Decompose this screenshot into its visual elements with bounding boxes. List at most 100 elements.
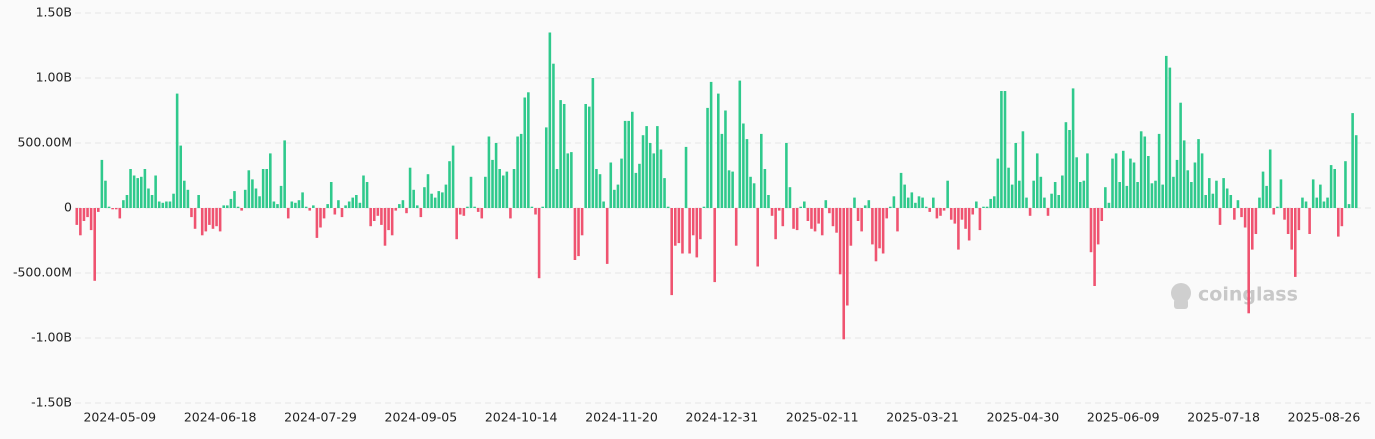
bar [1218, 208, 1222, 225]
bar [544, 127, 548, 208]
bar [656, 126, 659, 208]
x-tick-label: 2024-11-20 [585, 410, 658, 425]
bar [261, 169, 265, 208]
bar [846, 208, 849, 306]
bar [548, 32, 552, 208]
bar [1340, 208, 1344, 227]
bar [767, 195, 770, 208]
bar [1172, 176, 1175, 208]
bar [881, 208, 885, 254]
x-tick-label: 2025-08-26 [1288, 410, 1361, 425]
bar [193, 208, 197, 229]
bar [946, 180, 949, 208]
bar [315, 208, 319, 238]
bar [910, 192, 914, 208]
bar [512, 169, 516, 208]
bar [648, 143, 652, 208]
bar [351, 197, 355, 208]
bar [731, 171, 734, 208]
bar [501, 175, 505, 208]
bar [1025, 197, 1028, 208]
bar [451, 145, 455, 208]
bar [1064, 122, 1068, 208]
bar [975, 201, 978, 208]
bar [695, 208, 699, 258]
bar [1250, 208, 1254, 250]
bar [1032, 180, 1035, 208]
bar [390, 208, 394, 236]
bar [964, 208, 967, 229]
bar [799, 206, 803, 208]
bar [602, 201, 605, 208]
bar [340, 208, 344, 218]
y-tick-label: -1.50B [31, 395, 72, 410]
bar [1143, 136, 1147, 208]
bar [1164, 55, 1168, 209]
bar [136, 178, 140, 208]
bar [992, 196, 996, 208]
bar [1240, 208, 1243, 218]
bar [935, 208, 939, 219]
bar [817, 208, 820, 224]
bar [462, 208, 466, 216]
bar [785, 143, 788, 208]
bar [333, 208, 337, 215]
bar [1222, 178, 1225, 208]
bar [337, 200, 340, 208]
bar [659, 149, 663, 208]
bar [627, 120, 630, 208]
bar [279, 185, 283, 208]
bar [842, 208, 846, 340]
bar [534, 208, 537, 215]
bar [906, 197, 910, 208]
bar [555, 169, 559, 208]
bar [580, 208, 584, 236]
bar [584, 104, 587, 208]
bar [484, 176, 487, 208]
bar [623, 120, 627, 208]
bar [530, 206, 534, 208]
bar [663, 178, 666, 208]
bar [183, 180, 186, 208]
bar [433, 197, 437, 208]
bar [559, 100, 562, 208]
bar [889, 206, 892, 208]
bar [204, 208, 208, 232]
bar [125, 195, 129, 208]
bar [1179, 102, 1182, 208]
bar [1010, 184, 1014, 208]
bar [312, 205, 315, 208]
bar [1272, 208, 1276, 215]
bar [1104, 187, 1107, 208]
bar [541, 206, 544, 208]
bar [362, 175, 365, 208]
bar [996, 158, 1000, 208]
bar [577, 208, 580, 257]
bar [1147, 156, 1150, 208]
bar [745, 139, 749, 208]
bar [405, 208, 408, 214]
bar [236, 206, 240, 208]
bar [329, 182, 333, 208]
bar [677, 208, 681, 244]
bar [294, 202, 297, 208]
bar [691, 208, 695, 236]
bar [831, 208, 835, 227]
bar [1046, 208, 1050, 216]
bar [838, 208, 842, 275]
x-tick-label: 2024-06-18 [184, 410, 257, 425]
bar [423, 187, 426, 208]
bar [1132, 162, 1136, 208]
bar [1018, 180, 1021, 208]
bar [251, 179, 254, 208]
bar [240, 208, 243, 211]
bar [1007, 167, 1010, 208]
bar [860, 208, 863, 232]
bar [426, 174, 430, 208]
y-tick-label: -1.00B [31, 330, 72, 345]
bar [609, 162, 613, 208]
bar [806, 208, 810, 221]
bar [1125, 185, 1129, 208]
bar [1207, 178, 1211, 208]
